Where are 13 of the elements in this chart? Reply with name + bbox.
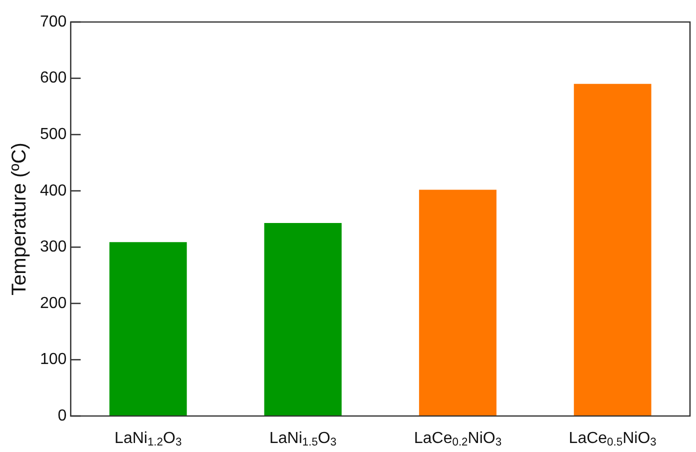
y-tick-label: 400 (40, 182, 67, 200)
y-tick-label: 200 (40, 294, 67, 312)
y-tick-label: 500 (40, 126, 67, 143)
bar (264, 222, 342, 416)
y-axis-title: Temperature (ºC) (8, 142, 31, 296)
y-tick-label: 0 (58, 407, 67, 424)
bar (574, 84, 652, 416)
y-tick-label: 600 (40, 70, 67, 87)
y-tick-label: 100 (40, 351, 67, 368)
bar (419, 190, 496, 416)
y-tick-label: 300 (40, 238, 67, 256)
bar (109, 242, 187, 416)
y-tick-label: 700 (40, 13, 67, 30)
